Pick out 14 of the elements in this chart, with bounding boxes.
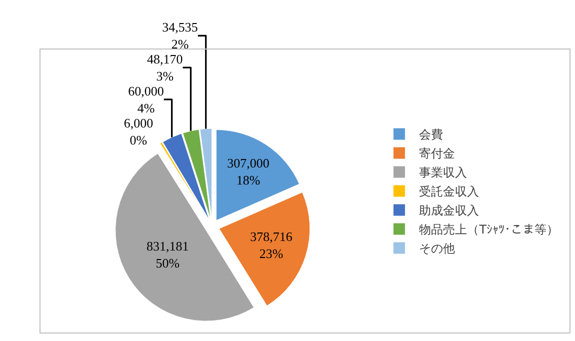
data-label: 6,000 0%	[124, 115, 154, 148]
legend-label: 物品売上（Tｼｬﾂ･こま等）	[419, 222, 559, 237]
legend-label: 助成金収入	[419, 204, 480, 218]
data-label: 60,000 4%	[128, 84, 164, 116]
data-label: 307,000 18%	[227, 155, 270, 188]
legend-label: 事業収入	[419, 166, 468, 180]
data-label: 378,716 23%	[250, 228, 293, 261]
legend-label: 寄付金	[419, 146, 456, 161]
legend-label: その他	[419, 242, 456, 256]
data-label: 48,170 3%	[147, 52, 183, 84]
data-label: 34,535 2%	[162, 20, 198, 52]
legend-label: 受託金収入	[419, 184, 480, 199]
data-label: 831,181 50%	[146, 238, 189, 270]
legend-label: 会費	[419, 128, 444, 142]
